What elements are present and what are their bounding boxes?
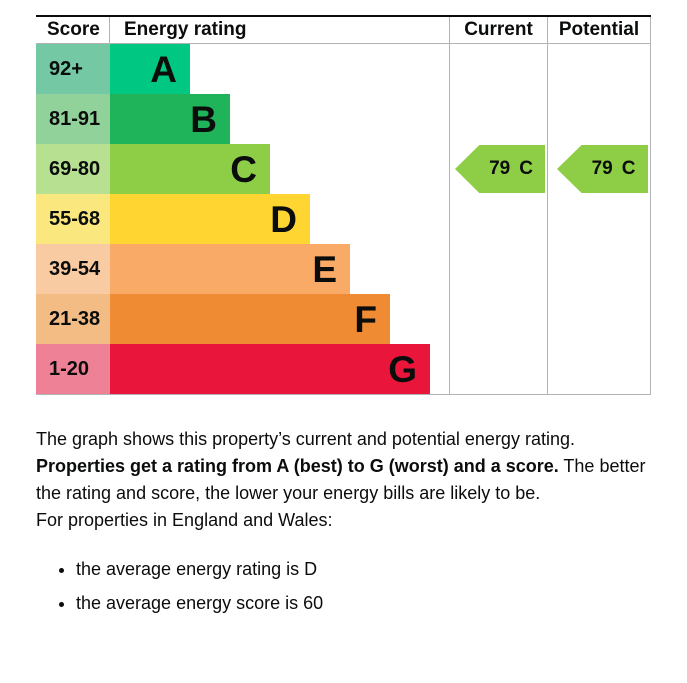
description-text: The graph shows this property’s current … <box>36 426 658 624</box>
current-column-cell <box>450 244 548 294</box>
band-score-range: 81-91 <box>36 94 110 144</box>
rating-explanation-bold: Properties get a rating from A (best) to… <box>36 456 559 476</box>
header-current: Current <box>450 17 548 43</box>
band-score-range: 39-54 <box>36 244 110 294</box>
band-score-range: 55-68 <box>36 194 110 244</box>
rating-explanation-paragraph: Properties get a rating from A (best) to… <box>36 453 658 507</box>
band-bar: A <box>110 44 190 94</box>
band-bar-track: F <box>110 294 450 344</box>
band-score-range: 69-80 <box>36 144 110 194</box>
header-score: Score <box>36 17 110 43</box>
band-bar-track: E <box>110 244 450 294</box>
regions-heading: For properties in England and Wales: <box>36 510 333 530</box>
current-column-cell <box>450 294 548 344</box>
header-energy-rating: Energy rating <box>110 17 450 43</box>
potential-column-cell <box>548 94 651 144</box>
header-potential: Potential <box>548 17 651 43</box>
band-bar-track: B <box>110 94 450 144</box>
intro-paragraph: The graph shows this property’s current … <box>36 429 575 449</box>
current-score-value: 79 <box>489 158 511 179</box>
potential-score-value: 79 <box>591 158 613 179</box>
rating-explanation-rest: The better the rating and score, the low… <box>36 456 646 503</box>
band-bar-track: D <box>110 194 450 244</box>
rating-band-row: 55-68 D <box>36 194 651 244</box>
band-bar: G <box>110 344 430 394</box>
band-score-range: 1-20 <box>36 344 110 394</box>
band-bar-track: A <box>110 44 450 94</box>
potential-column-cell <box>548 144 651 194</box>
band-bar: B <box>110 94 230 144</box>
rating-band-row: 92+ A <box>36 44 651 94</box>
current-column-cell <box>450 94 548 144</box>
chart-header-row: Score Energy rating Current Potential <box>36 17 651 44</box>
potential-column-cell <box>548 194 651 244</box>
potential-column-cell <box>548 44 651 94</box>
energy-rating-chart: Score Energy rating Current Potential 92… <box>36 15 651 395</box>
band-bar-track: G <box>110 344 450 394</box>
potential-rating-letter: C <box>621 158 636 179</box>
band-score-range: 92+ <box>36 44 110 94</box>
potential-column-cell <box>548 294 651 344</box>
band-bar-track: C <box>110 144 450 194</box>
potential-column-cell <box>548 244 651 294</box>
current-column-cell <box>450 344 548 394</box>
band-bar: E <box>110 244 350 294</box>
potential-column-cell <box>548 344 651 394</box>
current-column-cell <box>450 44 548 94</box>
current-column-cell <box>450 194 548 244</box>
rating-band-row: 69-80 C <box>36 144 651 194</box>
rating-band-row: 39-54 E <box>36 244 651 294</box>
band-bar: C <box>110 144 270 194</box>
rating-band-row: 1-20 G <box>36 344 651 394</box>
rating-bands: 92+ A 81-91 B 69-80 C 55-68 <box>36 44 651 394</box>
current-column-cell <box>450 144 548 194</box>
band-bar: D <box>110 194 310 244</box>
rating-band-row: 21-38 F <box>36 294 651 344</box>
average-score-item: the average energy score is 60 <box>76 590 658 617</box>
average-stats-list: the average energy rating is D the avera… <box>36 556 658 617</box>
band-score-range: 21-38 <box>36 294 110 344</box>
average-rating-item: the average energy rating is D <box>76 556 658 583</box>
current-rating-letter: C <box>519 158 533 179</box>
rating-band-row: 81-91 B <box>36 94 651 144</box>
band-bar: F <box>110 294 390 344</box>
